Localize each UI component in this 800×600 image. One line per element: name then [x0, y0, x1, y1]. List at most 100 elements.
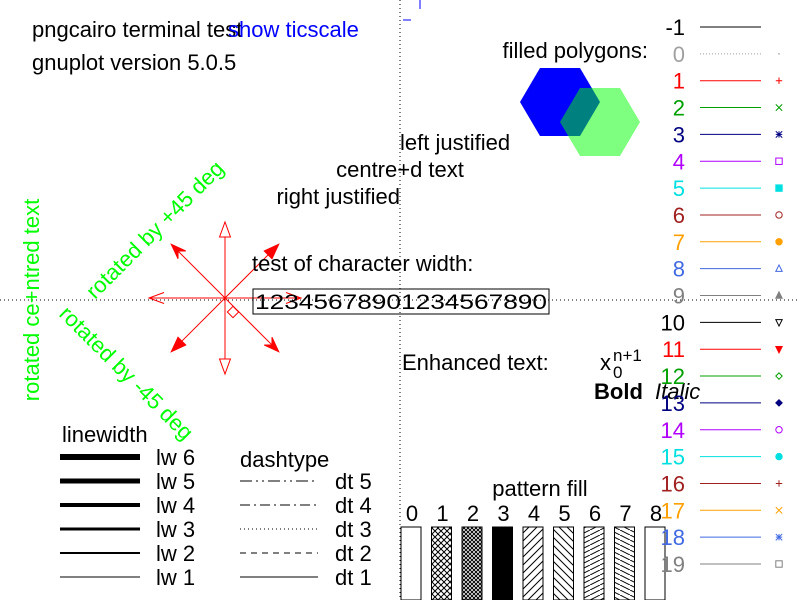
character-width-label: test of character width: — [252, 251, 473, 276]
linetype-label: 12 — [661, 364, 685, 389]
linetype-label: -1 — [665, 15, 685, 40]
rotated-centred-text: rotated ce+ntred text — [19, 199, 44, 401]
pattern-fill-box-5 — [553, 526, 574, 600]
arrow-head — [170, 243, 186, 259]
pattern-fill-label: 7 — [619, 501, 631, 526]
pattern-fill-label: 6 — [589, 501, 601, 526]
character-width-box — [252, 288, 550, 315]
point-marker-dot — [778, 53, 780, 55]
pattern-fill-label: 3 — [497, 501, 509, 526]
linetype-label: 5 — [673, 176, 685, 201]
enhanced-subscript: 0 — [613, 363, 622, 382]
linewidth-label: lw 2 — [156, 541, 195, 566]
arrow-head — [264, 337, 280, 353]
linewidth-label: lw 1 — [156, 565, 195, 590]
point-marker-fitri — [774, 346, 784, 355]
linetype-label: 19 — [661, 552, 685, 577]
linetype-label: 13 — [661, 391, 685, 416]
right-justified-text: right justified — [276, 184, 400, 209]
dashtype-title: dashtype — [240, 447, 329, 472]
linewidth-title: linewidth — [62, 422, 148, 447]
dashtype-samples: dt 5dt 4dt 3dt 2dt 1 — [240, 469, 372, 590]
linetype-label: 14 — [661, 418, 685, 443]
enhanced-superscript: n+1 — [613, 346, 642, 365]
arrow-head — [218, 358, 232, 376]
ticscale-label: show ticscale — [228, 17, 359, 42]
linewidth-samples: lw 6lw 5lw 4lw 3lw 2lw 1 — [60, 445, 195, 590]
linetype-label: 17 — [661, 498, 685, 523]
linetype-label: 2 — [673, 96, 685, 121]
point-marker-fbox — [775, 184, 783, 192]
rotated-plus45-text: rotated by +45 deg — [81, 156, 229, 304]
ticscale-marks — [403, 0, 421, 21]
point-marker-itri — [774, 319, 784, 328]
arrow-tail-marker — [226, 305, 240, 319]
dashtype-label: dt 5 — [335, 469, 372, 494]
pattern-fill-label: 4 — [528, 501, 540, 526]
point-marker-circle — [775, 426, 783, 434]
point-marker-plus — [775, 480, 783, 487]
point-marker-box — [775, 560, 783, 568]
point-marker-fcircle — [775, 238, 783, 246]
arrow-star — [147, 220, 303, 376]
point-marker-diamond — [775, 372, 783, 380]
enhanced-text-label: Enhanced text: — [402, 350, 549, 375]
pattern-fill-box-1 — [431, 526, 452, 600]
point-marker-cross — [775, 506, 783, 514]
dashtype-label: dt 2 — [335, 541, 372, 566]
point-marker-tri — [774, 263, 784, 272]
green-hexagon — [560, 88, 640, 156]
linetype-label: 1 — [673, 69, 685, 94]
pattern-fill-label: 1 — [436, 501, 448, 526]
centred-text: centre+d text — [336, 157, 464, 182]
arrow-head — [170, 336, 187, 353]
arrow-head — [147, 292, 165, 304]
left-justified-text: left justified — [400, 130, 510, 155]
linewidth-label: lw 3 — [156, 517, 195, 542]
point-marker-box — [775, 157, 783, 165]
terminal-name-label: pngcairo terminal test — [32, 17, 242, 42]
pattern-fill-box-2 — [461, 526, 483, 600]
arrow-head — [263, 243, 280, 260]
point-marker-star — [775, 130, 783, 138]
point-marker-cross — [775, 103, 783, 112]
point-marker-fcircle — [775, 452, 783, 461]
linewidth-label: lw 6 — [156, 445, 195, 470]
linetype-label: 6 — [673, 203, 685, 228]
character-width-digits: 12345678901234567890 — [255, 291, 547, 314]
gnuplot-version-label: gnuplot version 5.0.5 — [32, 50, 236, 75]
linetype-label: 18 — [661, 525, 685, 550]
point-marker-ftri — [774, 290, 784, 299]
linetype-label: 4 — [673, 149, 685, 174]
linetype-label: 10 — [661, 310, 685, 335]
point-marker-plus — [775, 77, 783, 84]
dashtype-label: dt 3 — [335, 517, 372, 542]
enhanced-x-base: x — [600, 350, 611, 375]
dashtype-label: dt 4 — [335, 493, 372, 518]
pattern-fill-label: 2 — [467, 501, 479, 526]
pattern-fill-box-3 — [492, 526, 513, 600]
filled-polygons-label: filled polygons: — [502, 38, 648, 63]
point-marker-fdiamond — [775, 398, 783, 407]
arrow-head — [285, 292, 303, 304]
linetype-label: 7 — [673, 230, 685, 255]
linetype-label: 8 — [673, 257, 685, 282]
point-marker-circle — [775, 211, 783, 219]
bold-text: Bold — [594, 379, 643, 404]
linewidth-label: lw 5 — [156, 469, 195, 494]
arrow-shaft — [170, 243, 226, 299]
linetype-label: 11 — [662, 337, 685, 362]
dashtype-label: dt 1 — [335, 565, 372, 590]
linetype-label: 15 — [661, 445, 685, 470]
pattern-fill-label: 8 — [650, 501, 662, 526]
arrow-head — [218, 220, 232, 238]
pattern-fill-box-6 — [583, 526, 605, 600]
pattern-fill-box-0 — [400, 526, 422, 600]
linewidth-label: lw 4 — [156, 493, 195, 518]
pattern-fill-box-7 — [614, 526, 635, 600]
italic-text: Italic — [655, 379, 700, 404]
linetype-label: 0 — [673, 42, 685, 67]
